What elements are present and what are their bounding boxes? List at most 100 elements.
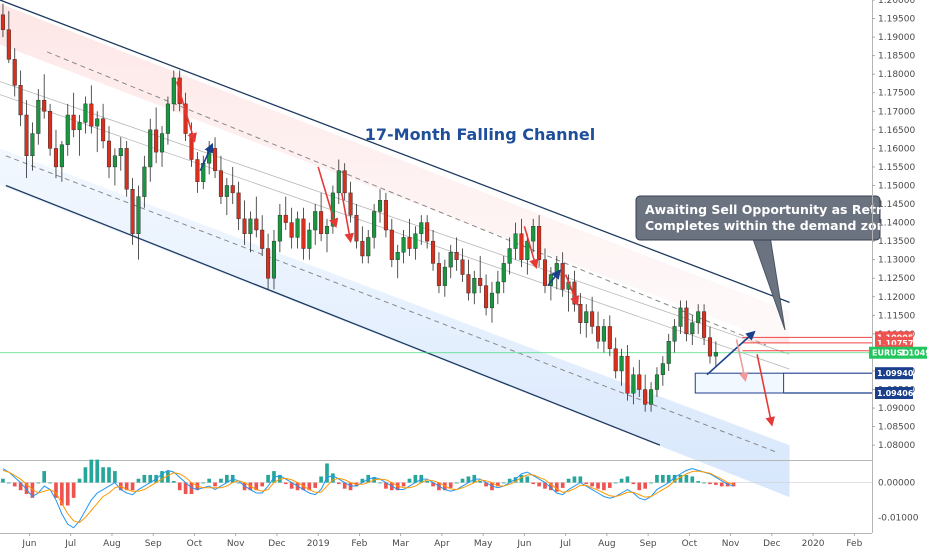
oscillator-tick-label: -0.01000 bbox=[878, 513, 919, 523]
down-arrow bbox=[175, 81, 197, 143]
histogram-bar bbox=[714, 482, 718, 485]
histogram-bar bbox=[448, 482, 453, 488]
candle-body bbox=[649, 389, 654, 405]
price-tick-label: 1.18000 bbox=[878, 70, 915, 80]
histogram-bar bbox=[678, 474, 683, 483]
regression-line-1 bbox=[0, 81, 790, 355]
histogram-bar bbox=[531, 482, 536, 485]
candle-body bbox=[383, 200, 388, 231]
candle-body bbox=[324, 226, 330, 234]
histogram-bar bbox=[283, 482, 288, 485]
candle-body bbox=[702, 311, 707, 338]
candle-body bbox=[53, 148, 58, 168]
candle-body bbox=[48, 111, 53, 149]
candle-body bbox=[307, 229, 312, 249]
candle bbox=[413, 226, 418, 260]
candle bbox=[584, 304, 589, 338]
histogram-bar bbox=[342, 482, 347, 489]
price-tick-label: 1.15500 bbox=[878, 163, 915, 173]
histogram-bar bbox=[266, 474, 270, 483]
candle bbox=[542, 248, 548, 294]
histogram-bar bbox=[401, 482, 406, 487]
histogram-bar bbox=[431, 482, 435, 487]
histogram-bar bbox=[77, 478, 82, 483]
candle-body bbox=[431, 240, 436, 264]
histogram-bar bbox=[543, 482, 547, 489]
candle-body bbox=[660, 363, 665, 375]
candle bbox=[271, 230, 276, 290]
histogram-bar bbox=[325, 463, 329, 483]
time-tick-label: Oct bbox=[187, 539, 203, 549]
candle bbox=[307, 222, 312, 260]
candle-body bbox=[507, 248, 512, 264]
histogram-bar bbox=[584, 482, 589, 485]
time-axis[interactable]: Jun Jul Aug Sep Oct Nov Dec 2019 Feb Mar Apr May Jun… bbox=[0, 533, 932, 550]
candle bbox=[383, 192, 388, 238]
callout-line-2: Completes within the demand zone bbox=[645, 218, 894, 233]
candle bbox=[360, 226, 365, 264]
candle-body bbox=[684, 307, 689, 335]
histogram-bar bbox=[572, 476, 577, 483]
candle-body bbox=[637, 374, 642, 390]
price-tag bbox=[875, 387, 913, 400]
histogram-bar bbox=[525, 476, 530, 483]
price-tick-label: 1.20000 bbox=[878, 0, 915, 6]
channel-upper-line bbox=[0, 0, 790, 303]
histogram-bar bbox=[207, 478, 211, 483]
candle-body bbox=[18, 85, 23, 116]
candle-body bbox=[619, 355, 624, 372]
histogram-bar bbox=[607, 482, 612, 488]
candle-body bbox=[165, 103, 170, 134]
candle-body bbox=[525, 240, 530, 260]
histogram-bar bbox=[613, 482, 618, 484]
histogram-bar bbox=[236, 482, 241, 484]
histogram-bar bbox=[166, 471, 170, 483]
price-tick-label: 1.13000 bbox=[878, 256, 915, 266]
up-arrow bbox=[706, 330, 756, 376]
candle bbox=[53, 129, 58, 179]
histogram-bar bbox=[171, 481, 176, 483]
demand-band bbox=[0, 148, 790, 498]
histogram-bar bbox=[378, 482, 382, 484]
candle bbox=[160, 126, 165, 167]
candle-body bbox=[696, 311, 701, 323]
candle-body bbox=[542, 259, 548, 286]
candle bbox=[136, 185, 141, 260]
histogram-bar bbox=[12, 482, 17, 487]
time-tick-label: Aug bbox=[103, 539, 121, 549]
price-tick-label: 1.14500 bbox=[878, 200, 915, 210]
candle-body bbox=[360, 240, 365, 257]
candle bbox=[106, 126, 112, 179]
candle-body bbox=[395, 252, 400, 260]
histogram-bar bbox=[213, 482, 217, 487]
candle bbox=[89, 85, 94, 134]
candle bbox=[289, 207, 294, 249]
candle-body bbox=[236, 192, 241, 220]
time-tick-label: Sep bbox=[640, 539, 657, 549]
candle-body bbox=[118, 148, 123, 157]
candle-body bbox=[295, 218, 300, 238]
price-axis[interactable]: 1.20000 1.19500 1.19000 1.18500 1.18000 1.175… bbox=[872, 0, 915, 550]
candle bbox=[448, 244, 453, 279]
time-tick-label: Jul bbox=[559, 539, 571, 549]
candle bbox=[101, 103, 106, 149]
candle bbox=[684, 300, 689, 342]
candle bbox=[607, 315, 612, 357]
histogram-bar bbox=[507, 478, 512, 483]
histogram-bar bbox=[384, 482, 388, 489]
candle-body bbox=[142, 166, 147, 197]
candle bbox=[707, 326, 712, 364]
candle bbox=[495, 270, 500, 305]
histogram-bar bbox=[148, 474, 153, 483]
histogram-bar bbox=[731, 482, 736, 487]
histogram-bar bbox=[478, 481, 483, 483]
candle-body bbox=[95, 118, 100, 127]
candle-body bbox=[36, 99, 41, 134]
candle bbox=[118, 137, 123, 171]
time-tick-label: 2019 bbox=[307, 539, 330, 549]
candle bbox=[348, 181, 353, 223]
histogram-bar bbox=[319, 476, 323, 483]
candle-body bbox=[301, 218, 306, 249]
histogram-bar bbox=[560, 482, 565, 488]
